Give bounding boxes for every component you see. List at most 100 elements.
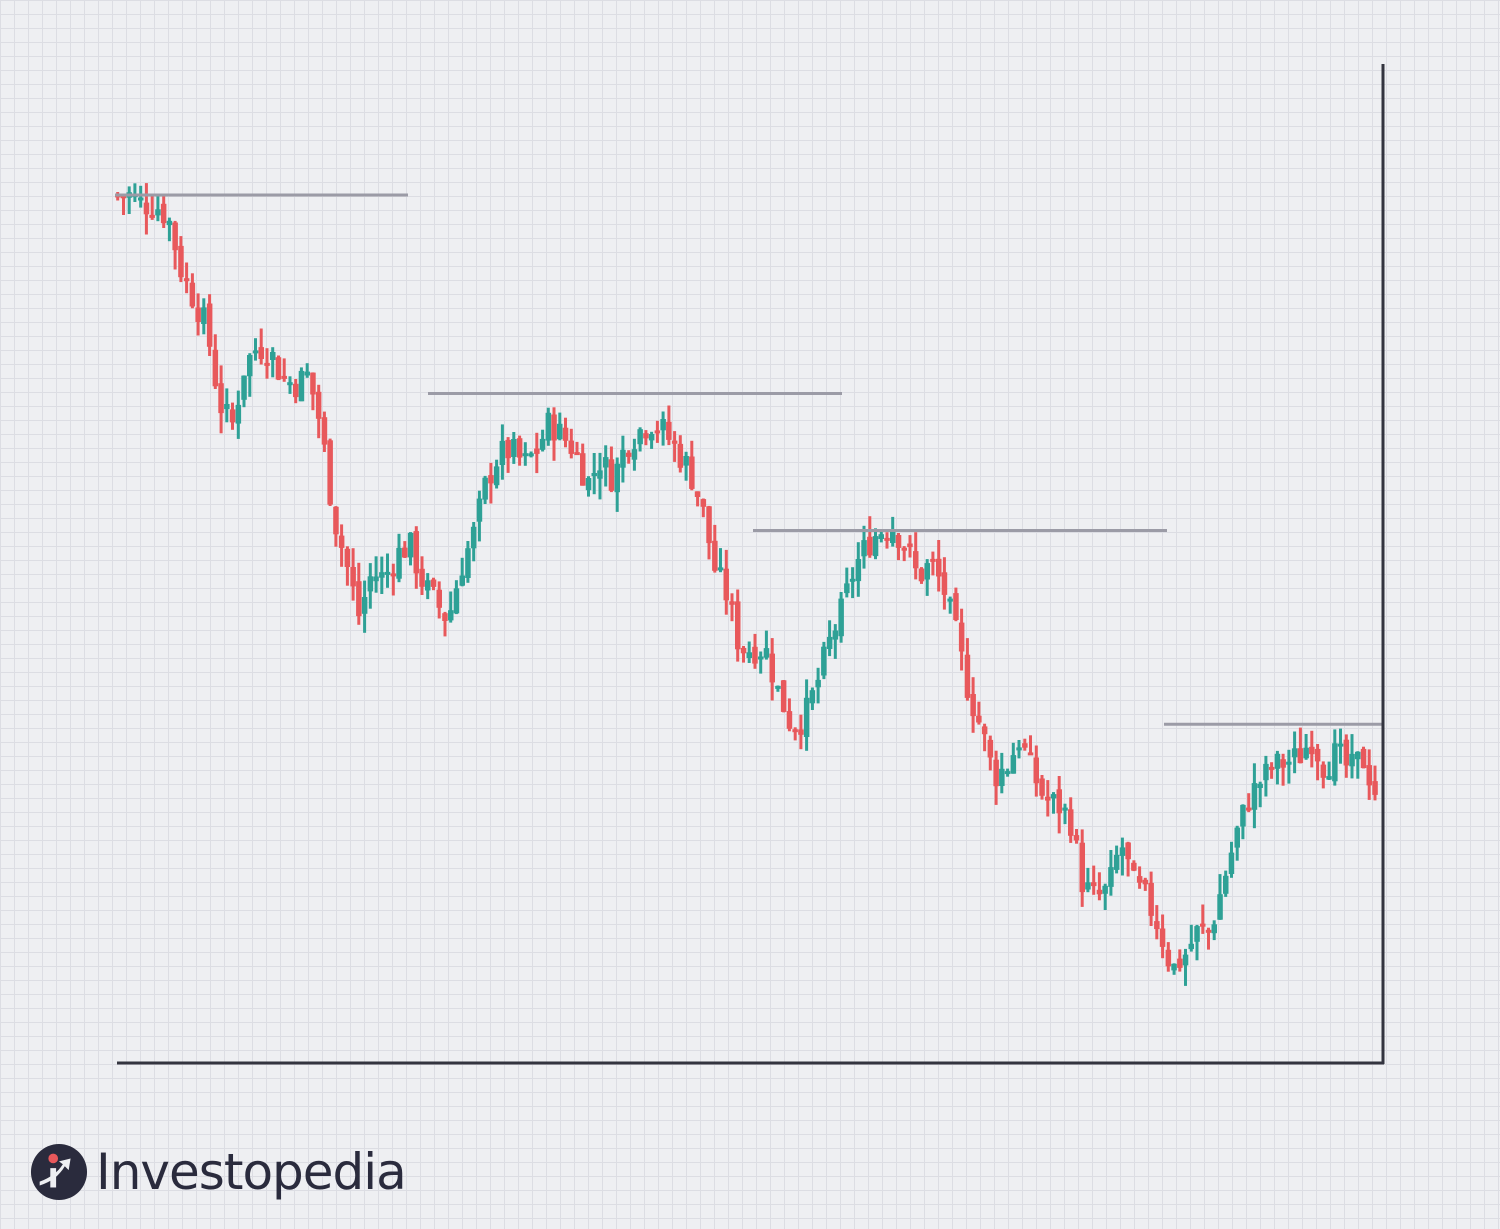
candle-body [229, 409, 236, 423]
candle-body [953, 593, 959, 620]
candle-body [884, 537, 890, 541]
candle-wick [150, 195, 154, 220]
candle-body [689, 456, 695, 489]
candle-body [459, 575, 465, 586]
candle-body [1022, 743, 1028, 748]
candle-body [482, 477, 488, 500]
candle-body [1274, 753, 1281, 769]
candle-body [430, 579, 437, 587]
candle-body [786, 711, 793, 729]
candle-body [442, 613, 448, 621]
candle-wick [1304, 734, 1308, 760]
candle-body [861, 540, 867, 557]
candle-body [993, 759, 999, 787]
candle-body [178, 245, 184, 278]
candle-wick [719, 548, 722, 573]
candle-body [1177, 958, 1183, 968]
candle-body [224, 404, 230, 410]
candle-wick [684, 451, 688, 481]
candle-body [1297, 748, 1304, 764]
candle-body [1142, 879, 1149, 885]
candle-wick [1201, 904, 1205, 934]
candle-body [958, 622, 965, 652]
candle-body [172, 222, 178, 251]
candle-body [981, 726, 988, 735]
candle-body [270, 352, 276, 360]
candle-wick [1143, 877, 1147, 891]
candle-body [155, 209, 161, 216]
candle-body [143, 202, 150, 215]
candle-body [821, 646, 827, 676]
candle-body [338, 535, 345, 548]
candle-body [545, 412, 552, 441]
candle-body [522, 453, 529, 457]
candle-body [964, 654, 971, 698]
candle-body [826, 636, 833, 649]
investopedia-logo: Investopedia [30, 1140, 407, 1204]
candle-body [907, 543, 913, 548]
candle-body [149, 214, 155, 218]
candle-wick [1258, 781, 1262, 808]
candle-body [1268, 766, 1275, 770]
candle-body [264, 362, 270, 366]
candle-body [361, 597, 368, 614]
candle-body [1062, 807, 1068, 811]
candle-body [1113, 854, 1120, 870]
candle-wick [1195, 924, 1199, 961]
candle-body [1372, 781, 1378, 795]
candle-body [706, 506, 712, 544]
candle-body [390, 573, 397, 577]
candle-body [1332, 743, 1338, 782]
resistance-levels [115, 193, 1383, 726]
candle-body [258, 347, 264, 359]
candle-body [1073, 835, 1080, 841]
candle-body [379, 572, 385, 578]
candle-body [1343, 739, 1350, 766]
candle-wick [1086, 867, 1090, 893]
candle-body [603, 457, 609, 468]
candle-body [936, 558, 942, 577]
candle-body [396, 547, 402, 579]
candle-body [453, 588, 460, 614]
candle-body [1154, 921, 1160, 930]
candle-body [1366, 765, 1372, 786]
candle-body [867, 536, 873, 556]
candle-body [803, 697, 810, 737]
candle-body [212, 349, 219, 387]
candle-wick [1327, 761, 1331, 780]
candle-body [373, 576, 379, 582]
candle-body [1349, 753, 1355, 767]
candle-body [769, 653, 775, 683]
candle-wick [701, 498, 705, 518]
candle-body [138, 197, 144, 201]
candle-wick [1207, 927, 1210, 950]
candle-body [683, 456, 689, 466]
candle-wick [1052, 792, 1055, 814]
candle-body [918, 568, 925, 582]
candle-wick [742, 646, 745, 663]
candle-body [1211, 924, 1217, 934]
candle-body [844, 583, 850, 594]
candle-wick [254, 338, 257, 361]
candle-body [436, 589, 442, 608]
candle-body [356, 581, 362, 617]
candle-body [235, 404, 242, 424]
candle-body [890, 531, 896, 543]
candle-body [924, 563, 930, 580]
candle-body [298, 370, 305, 402]
candle-wick [374, 556, 378, 593]
candlestick-series [115, 183, 1378, 986]
candle-body [505, 439, 511, 459]
candle-wick [845, 567, 849, 598]
candle-wick [460, 557, 464, 587]
candle-body [792, 729, 798, 733]
candle-body [1004, 771, 1011, 775]
candle-body [597, 470, 603, 479]
candle-body [947, 598, 953, 602]
candle-body [1194, 926, 1200, 942]
candle-body [367, 576, 374, 592]
candle-body [407, 532, 414, 558]
candle-wick [931, 551, 935, 576]
candle-body [643, 433, 649, 439]
candle-body [499, 440, 506, 465]
